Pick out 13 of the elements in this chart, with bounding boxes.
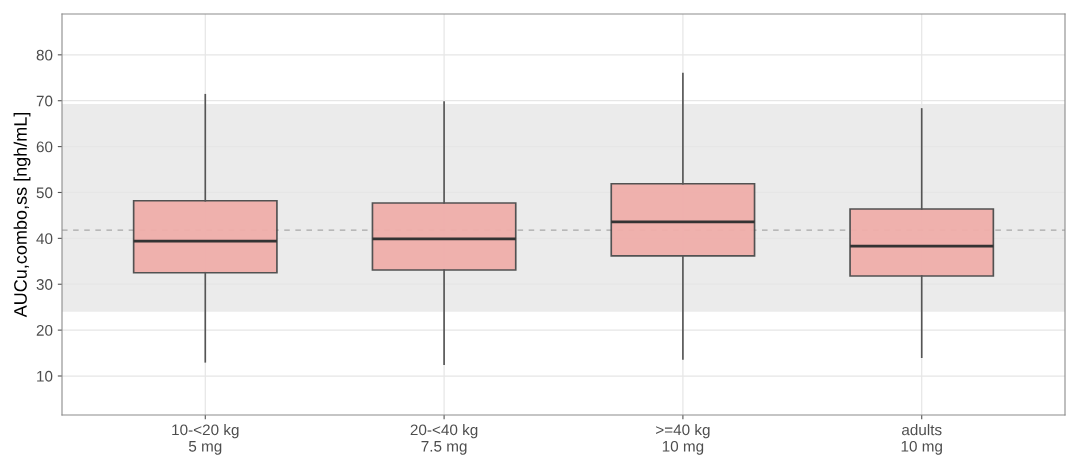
y-tick-label: 60: [36, 141, 53, 153]
y-axis-title: AUCu,combo,ss [ngh/mL]: [13, 112, 31, 318]
y-tick-label: 20: [36, 324, 53, 336]
y-tick-label: 80: [36, 49, 53, 61]
y-tick-label: 70: [36, 95, 53, 107]
y-tick-label: 30: [36, 279, 53, 290]
y-tick-label: 10: [37, 370, 53, 382]
x-tick-label: 10-<20 kg 5 mg: [172, 424, 239, 455]
x-tick-label: >=40 kg 10 mg: [656, 424, 710, 455]
x-tick-label: 20-<40 kg 7.5 mg: [410, 424, 478, 455]
y-tick-label: 50: [36, 187, 53, 199]
y-tick-label: 40: [36, 233, 53, 245]
x-tick-label: adults 10 mg: [901, 424, 942, 455]
